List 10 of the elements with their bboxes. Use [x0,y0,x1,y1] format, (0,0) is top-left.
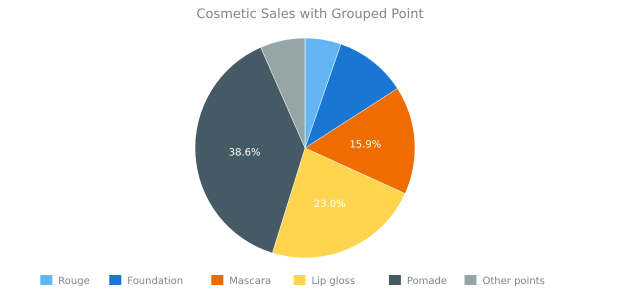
legend-label: Rouge [58,276,90,287]
legend-label: Lip gloss [312,276,356,287]
chart-title: Cosmetic Sales with Grouped Point [196,7,424,22]
data-label: 23.0% [314,199,346,210]
data-label: 15.9% [349,140,382,151]
legend-label: Other points [482,276,545,287]
data-label: 38.6% [228,147,260,158]
legend-label: Pomade [406,276,448,287]
legend-label: Foundation [127,276,184,287]
legend-label: Mascara [229,276,272,287]
